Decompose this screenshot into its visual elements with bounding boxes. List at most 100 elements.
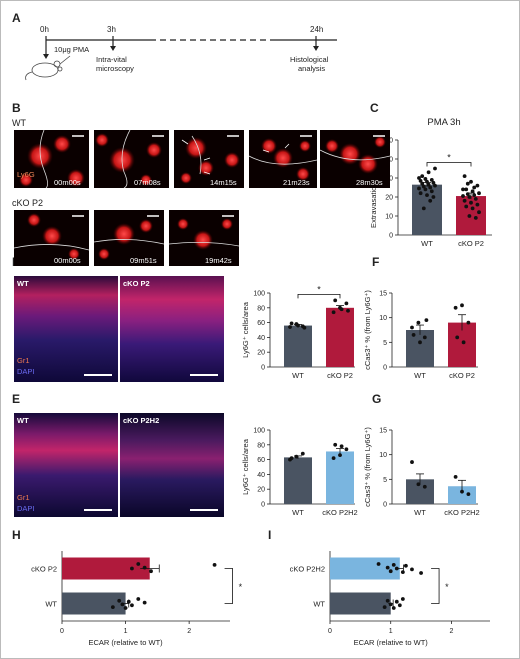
data-point: [382, 605, 387, 609]
x-tick-label: 2: [449, 628, 453, 635]
data-point: [418, 178, 423, 183]
panel-b-wt-label: WT: [12, 118, 26, 128]
data-point: [410, 460, 414, 464]
data-point: [429, 178, 434, 182]
tissue-image-d-wt: WT Gr1 DAPI: [14, 276, 118, 382]
data-point: [142, 600, 147, 605]
timeline-dose: 10μg PMA: [54, 45, 89, 54]
bar: [326, 307, 354, 367]
y-tick-label: 10: [379, 452, 387, 459]
data-point: [425, 179, 429, 184]
bar: [412, 184, 442, 235]
data-point: [464, 204, 469, 209]
y-tick-label: 40: [257, 472, 265, 479]
y-tick-label: 40: [257, 335, 265, 342]
tissue-label: WT: [17, 416, 29, 425]
data-point: [470, 206, 475, 211]
data-point: [431, 180, 436, 185]
data-point: [391, 606, 396, 610]
dapi-label: DAPI: [17, 504, 35, 513]
micrograph-wt-2: 07m08s: [94, 130, 169, 188]
data-point: [331, 456, 336, 461]
data-point: [385, 598, 390, 603]
x-tick-label: WT: [292, 371, 304, 380]
x-tick-label: WT: [292, 508, 304, 517]
data-point: [420, 181, 425, 186]
data-point: [418, 191, 423, 196]
x-tick-label: WT: [421, 239, 433, 248]
panel-label-c: C: [370, 101, 379, 115]
bar: [62, 557, 150, 580]
y-tick-label: 20: [257, 487, 265, 494]
y-tick-label: WT: [313, 600, 325, 609]
x-axis-label: ECAR (relative to WT): [354, 638, 429, 647]
data-point: [467, 214, 472, 218]
significance-star: *: [447, 153, 451, 163]
data-point: [394, 566, 399, 571]
data-point: [344, 301, 349, 306]
tissue-label: cKO P2H2: [123, 416, 160, 425]
arrow-t24-icon: [313, 46, 319, 51]
data-point: [470, 189, 475, 194]
data-point: [400, 570, 405, 574]
data-point: [431, 195, 436, 199]
bar: [330, 592, 391, 615]
data-point: [400, 597, 405, 601]
scale-bar: [190, 509, 218, 511]
bar: [284, 325, 312, 367]
y-tick-label: 10: [385, 214, 393, 221]
y-tick-label: 5: [383, 477, 387, 484]
scale-bar: [84, 374, 112, 376]
y-tick-label: 60: [257, 320, 265, 327]
x-tick-label: WT: [414, 508, 426, 517]
data-point: [469, 179, 473, 184]
data-point: [473, 197, 478, 201]
significance-bracket: [297, 294, 341, 299]
y-tick-label: 5: [383, 340, 387, 347]
data-point: [130, 566, 134, 571]
micrograph-wt-1: Ly6G 00m00s: [14, 130, 89, 188]
dapi-label: DAPI: [17, 367, 35, 376]
gr1-label: Gr1: [17, 356, 30, 365]
micrograph-wt-5: 28m30s: [320, 130, 390, 188]
panel-label-g: G: [372, 392, 381, 406]
tissue-image-d-ko: cKO P2: [120, 276, 224, 382]
significance-bracket: [224, 568, 233, 604]
timestamp: 21m23s: [283, 178, 310, 187]
data-point: [333, 298, 338, 303]
data-point: [289, 321, 294, 326]
bar: [326, 451, 354, 504]
data-point: [428, 185, 433, 190]
x-tick-label: 1: [389, 628, 393, 635]
data-point: [475, 202, 480, 207]
y-tick-label: 100: [253, 291, 265, 298]
data-point: [462, 198, 467, 203]
bar: [448, 486, 476, 504]
timeline-ivm-1: Intra-vital: [96, 55, 127, 64]
timestamp: 19m42s: [205, 256, 232, 265]
panel-label-a: A: [12, 11, 21, 25]
y-tick-label: 15: [379, 291, 387, 298]
panel-label-h: H: [12, 528, 21, 542]
data-point: [294, 454, 299, 459]
y-tick-label: 20: [385, 195, 393, 202]
data-point: [300, 451, 305, 456]
y-tick-label: WT: [45, 600, 57, 609]
micrograph-ko-1: 00m00s: [14, 210, 89, 266]
data-point: [339, 444, 344, 449]
y-tick-label: 80: [257, 442, 265, 449]
data-point: [120, 602, 125, 607]
x-tick-label: cKO P2: [449, 371, 475, 380]
timestamp: 07m08s: [134, 178, 161, 187]
data-point: [421, 206, 426, 211]
data-point: [422, 335, 427, 340]
tissue-image-e-wt: WT Gr1 DAPI: [14, 413, 118, 517]
data-point: [466, 492, 471, 497]
timeline-t3: 3h: [107, 25, 116, 34]
panel-label-i: I: [268, 528, 271, 542]
scale-bar: [190, 374, 218, 376]
data-point: [397, 603, 402, 608]
y-axis-label: Ly6G⁺ cells/area: [241, 438, 250, 495]
data-point: [417, 186, 421, 191]
timeline-t0: 0h: [40, 25, 49, 34]
